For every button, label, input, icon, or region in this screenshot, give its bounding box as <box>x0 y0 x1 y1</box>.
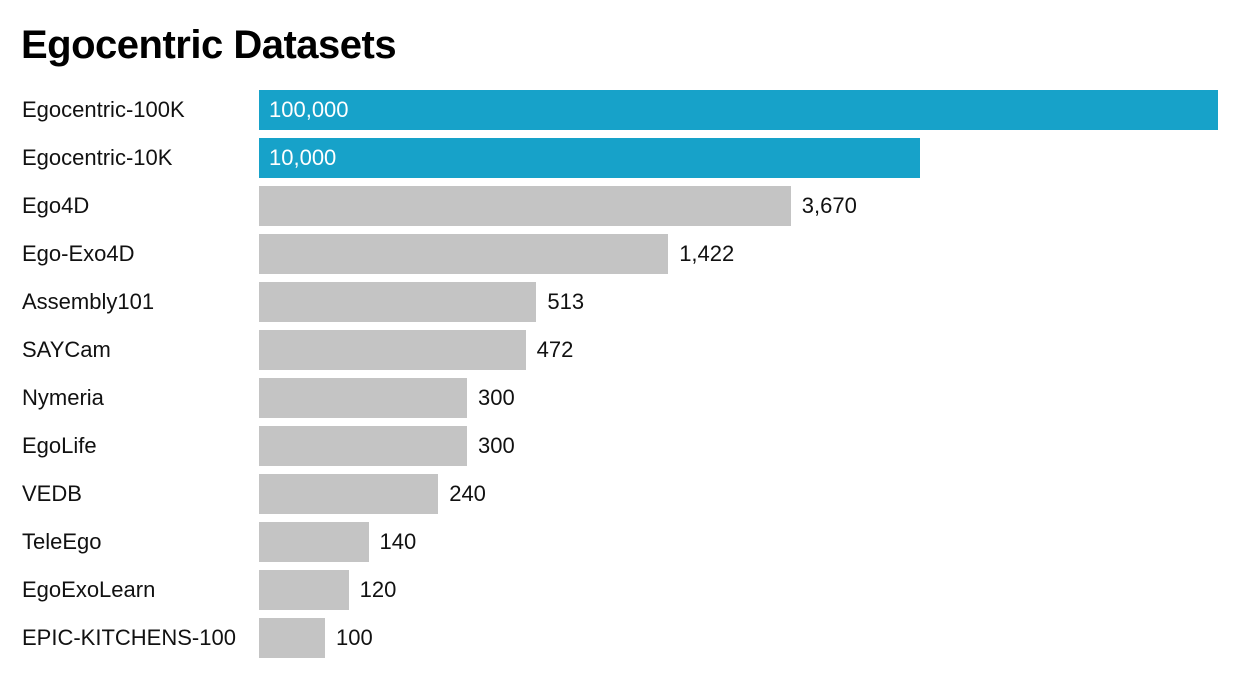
category-label: Ego-Exo4D <box>22 241 135 266</box>
bar-row: EgoExoLearn 120 <box>0 570 1236 610</box>
category-label: EgoLife <box>22 433 97 458</box>
bar <box>259 138 921 178</box>
value-label: 300 <box>478 433 515 458</box>
bar <box>259 474 439 514</box>
bar <box>259 234 669 274</box>
value-label: 100,000 <box>269 97 349 122</box>
bar <box>259 570 349 610</box>
bar <box>259 378 468 418</box>
category-label: VEDB <box>22 481 82 506</box>
category-label: EPIC-KITCHENS-100 <box>22 625 236 650</box>
value-label: 513 <box>547 289 585 314</box>
bar-row: SAYCam 472 <box>0 330 1236 370</box>
value-label: 120 <box>359 577 397 602</box>
category-label: Assembly101 <box>22 289 155 314</box>
chart-title: Egocentric Datasets <box>21 23 397 67</box>
value-label: 3,670 <box>801 193 857 218</box>
category-label: Egocentric-10K <box>22 145 173 170</box>
category-label: Egocentric-100K <box>22 97 185 122</box>
bar-row: EPIC-KITCHENS-100 100 <box>0 618 1236 658</box>
bar <box>259 186 791 226</box>
bar <box>259 90 1218 130</box>
category-label: EgoExoLearn <box>22 577 156 602</box>
bar <box>259 330 526 370</box>
bar <box>259 282 537 322</box>
bar-row: EgoLife 300 <box>0 426 1236 466</box>
bar-row: TeleEgo 140 <box>0 522 1236 562</box>
bar-row: Egocentric-100K 100,000 <box>0 90 1236 130</box>
value-label: 100 <box>336 625 373 650</box>
value-label: 1,422 <box>679 241 735 266</box>
bar-row: Assembly101 513 <box>0 282 1236 322</box>
bar-row: VEDB 240 <box>0 474 1236 514</box>
bar-row: Egocentric-10K 10,000 <box>0 138 1236 178</box>
bar <box>259 426 468 466</box>
category-label: TeleEgo <box>22 529 102 554</box>
bar <box>259 522 369 562</box>
bar-row: Ego-Exo4D 1,422 <box>0 234 1236 274</box>
category-label: Nymeria <box>22 385 104 410</box>
value-label: 240 <box>449 481 486 506</box>
bar-row: Nymeria 300 <box>0 378 1236 418</box>
bar-row: Ego4D 3,670 <box>0 186 1236 226</box>
category-label: SAYCam <box>22 337 111 362</box>
value-label: 10,000 <box>269 145 337 170</box>
value-label: 140 <box>379 529 417 554</box>
bar <box>259 618 326 658</box>
category-label: Ego4D <box>22 193 90 218</box>
value-label: 300 <box>478 385 515 410</box>
value-label: 472 <box>536 337 574 362</box>
